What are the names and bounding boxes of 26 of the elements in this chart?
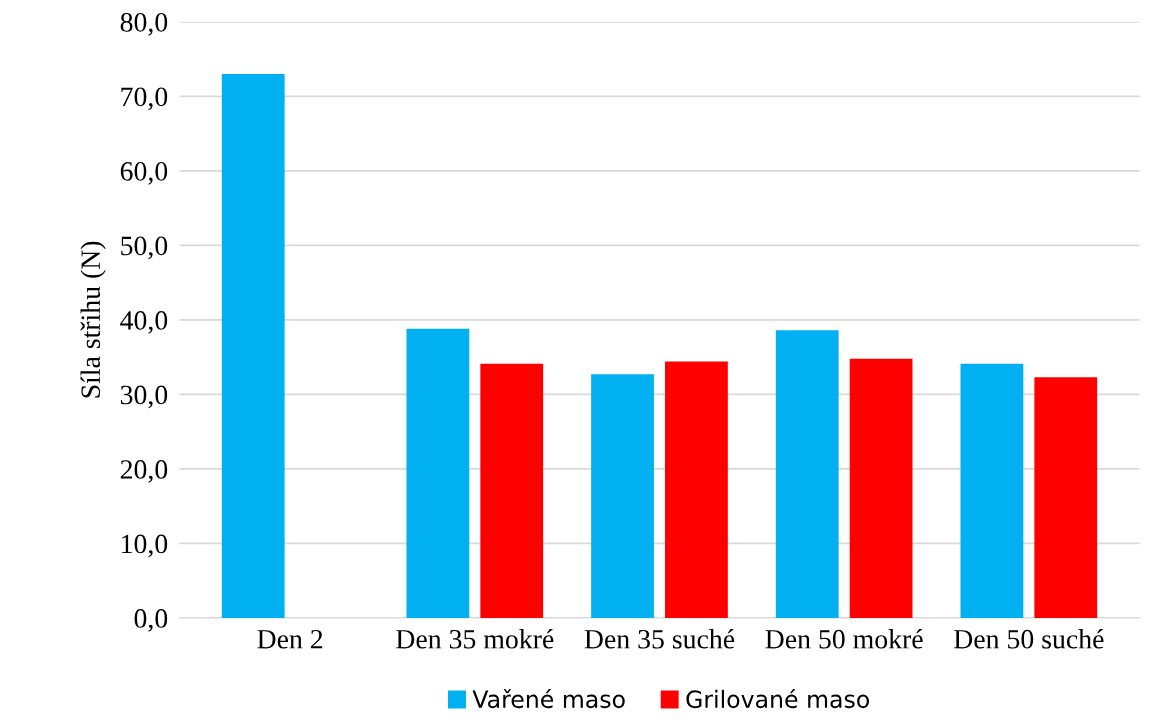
bar xyxy=(1034,377,1098,618)
y-tick-label: 20,0 xyxy=(120,460,168,483)
y-tick-label: 80,0 xyxy=(120,12,168,36)
bar xyxy=(591,374,654,618)
x-tick-label: Den 2 xyxy=(257,629,323,649)
x-tick-label: Den 50 mokré xyxy=(765,629,923,649)
y-tick-label: 10,0 xyxy=(122,534,168,558)
x-tick-label: Den 35 suché xyxy=(584,629,735,649)
bar xyxy=(406,328,470,618)
bar xyxy=(665,361,728,618)
x-tick-label: Den 50 suché xyxy=(954,629,1104,649)
bar xyxy=(960,363,1024,618)
y-tick-label: 50,0 xyxy=(121,236,168,260)
y-axis-title: Síla střihu (N) xyxy=(80,241,106,398)
y-tick-label: 40,0 xyxy=(120,311,168,334)
y-tick-label: 60,0 xyxy=(120,162,168,185)
bar xyxy=(480,363,544,618)
y-tick-label: 70,0 xyxy=(121,87,168,111)
y-tick-label: 0,0 xyxy=(134,609,168,632)
y-tick-label: 30,0 xyxy=(120,385,168,409)
x-tick-label: Den 35 mokré xyxy=(396,629,554,649)
bar xyxy=(849,358,913,618)
bar xyxy=(221,73,285,618)
bar xyxy=(775,330,839,618)
legend-label: Vařené maso xyxy=(472,688,625,709)
legend-label: Grilované maso xyxy=(686,688,869,709)
